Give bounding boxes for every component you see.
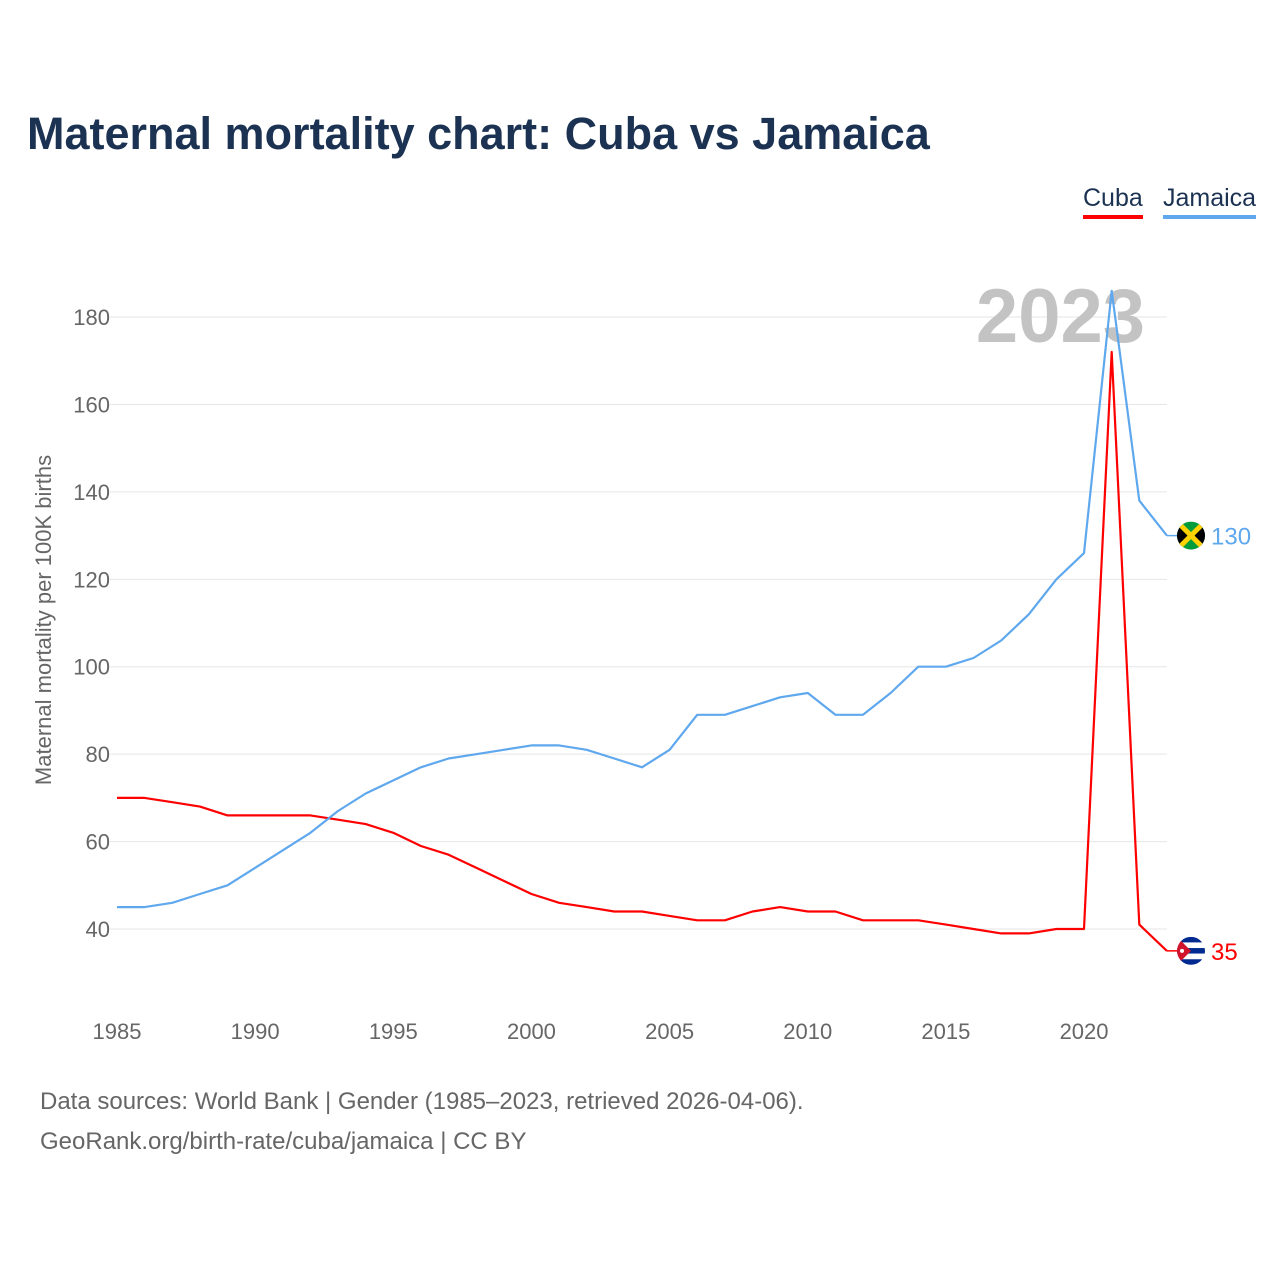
legend-jamaica[interactable]: Jamaica — [1163, 184, 1257, 219]
series-line-jamaica — [117, 289, 1168, 909]
x-tick-label: 1995 — [369, 1019, 418, 1044]
y-tick-label: 140 — [73, 480, 110, 505]
y-tick-label: 40 — [86, 917, 110, 942]
year-label: 2023 — [976, 274, 1145, 359]
end-value-label: 130 — [1211, 524, 1251, 551]
x-tick-label: 2010 — [783, 1019, 832, 1044]
y-tick-label: 100 — [73, 655, 110, 680]
x-tick-label: 2000 — [507, 1019, 556, 1044]
y-tick-label: 120 — [73, 567, 110, 592]
flag-saltire — [1177, 521, 1205, 550]
chart-title: Maternal mortality chart: Cuba vs Jamaic… — [27, 108, 930, 159]
end-value-label: 35 — [1211, 939, 1238, 966]
cuba-flag-icon — [1177, 936, 1205, 965]
y-tick-label: 160 — [73, 392, 110, 417]
flag-body — [1177, 936, 1205, 965]
flag-body — [1177, 521, 1205, 550]
footer-link[interactable]: GeoRank.org/birth-rate/cuba/jamaica | CC… — [40, 1128, 527, 1155]
footer-sources: Data sources: World Bank | Gender (1985–… — [40, 1088, 804, 1115]
y-axis-label: Maternal mortality per 100K births — [31, 455, 56, 785]
x-tick-label: 2005 — [645, 1019, 694, 1044]
flag-stripe — [1177, 936, 1205, 943]
flag-stripe — [1177, 942, 1205, 949]
x-tick-label: 1990 — [231, 1019, 280, 1044]
series-line-cuba — [117, 350, 1168, 952]
flag-stripe — [1177, 959, 1205, 965]
x-tick-label: 2015 — [921, 1019, 970, 1044]
y-tick-label: 180 — [73, 305, 110, 330]
legend-cuba[interactable]: Cuba — [1083, 184, 1143, 219]
flag-stripe — [1177, 953, 1205, 960]
x-tick-label: 2020 — [1060, 1019, 1109, 1044]
flag-star — [1180, 948, 1184, 953]
jamaica-flag-icon — [1177, 521, 1205, 550]
x-tick-label: 1985 — [93, 1019, 142, 1044]
y-tick-label: 60 — [86, 830, 110, 855]
y-tick-label: 80 — [86, 742, 110, 767]
